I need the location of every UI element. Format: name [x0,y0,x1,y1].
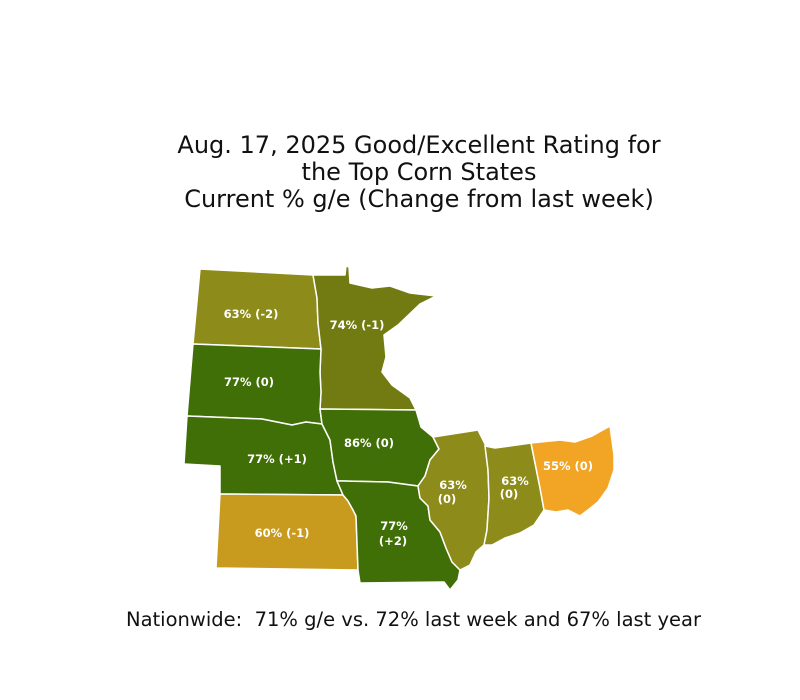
label-iowa: 86% (0) [344,436,394,450]
nationwide-summary: Nationwide: 71% g/e vs. 72% last week an… [126,608,702,631]
label-illinois-rating: 63% [439,478,467,492]
state-ohio [530,425,615,517]
label-indiana-rating: 63% [501,474,529,488]
title-line-3: Current % g/e (Change from last week) [184,185,654,213]
label-missouri-rating: 77% [380,519,408,533]
title-line-2: the Top Corn States [301,158,537,186]
title-line-1: Aug. 17, 2025 Good/Excellent Rating for [177,131,661,159]
label-south-dakota: 77% (0) [224,375,274,389]
label-ohio: 55% (0) [543,459,593,473]
label-illinois-change: (0) [438,492,457,506]
map-title: Aug. 17, 2025 Good/Excellent Rating for … [0,132,800,213]
label-minnesota: 74% (-1) [330,318,385,332]
label-indiana-change: (0) [500,487,519,501]
label-north-dakota: 63% (-2) [224,307,279,321]
label-missouri-change: (+2) [379,534,407,548]
label-nebraska: 77% (+1) [247,452,307,466]
state-minnesota [312,265,437,411]
label-kansas: 60% (-1) [255,526,310,540]
